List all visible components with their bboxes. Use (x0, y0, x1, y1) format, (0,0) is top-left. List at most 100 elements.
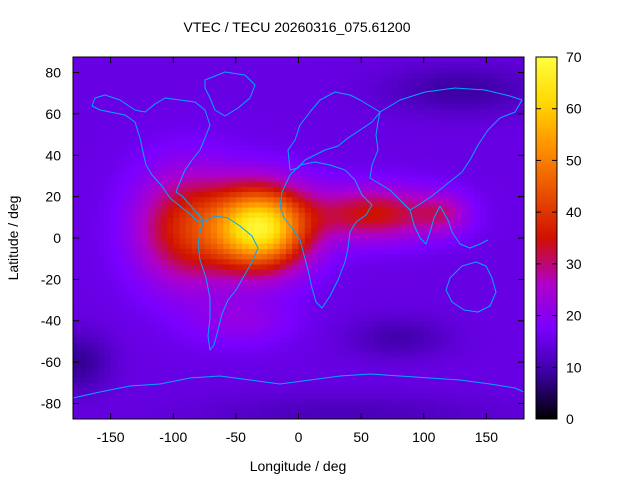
heatmap-cell (217, 336, 224, 343)
heatmap-cell (348, 269, 356, 275)
heatmap-cell (373, 108, 381, 115)
heatmap-cell (217, 181, 224, 187)
heatmap-cell (423, 191, 431, 198)
heatmap-cell (298, 310, 306, 317)
heatmap-cell (210, 170, 218, 177)
heatmap-cell (298, 258, 306, 265)
heatmap-cell (423, 217, 431, 224)
heatmap-cell (254, 175, 262, 182)
heatmap-cell (254, 67, 262, 74)
heatmap-cell (511, 165, 519, 172)
heatmap-cell (148, 336, 156, 343)
heatmap-cell (411, 403, 419, 410)
heatmap-cell (342, 181, 350, 187)
heatmap-cell (285, 124, 293, 130)
heatmap-cell (166, 72, 174, 79)
heatmap-cell (135, 212, 143, 218)
heatmap-cell (404, 170, 412, 177)
heatmap-cell (91, 124, 99, 130)
heatmap-cell (148, 387, 156, 394)
heatmap-cell (455, 377, 462, 384)
heatmap-cell (442, 274, 450, 280)
heatmap-cell (148, 144, 156, 151)
heatmap-cell (486, 408, 494, 415)
heatmap-cell (185, 217, 193, 224)
heatmap-cell (98, 403, 105, 410)
heatmap-cell (317, 222, 325, 229)
heatmap-cell (248, 124, 256, 130)
heatmap-cell (317, 134, 325, 141)
heatmap-cell (436, 170, 444, 177)
heatmap-cell (79, 67, 87, 74)
heatmap-cell (486, 367, 494, 374)
heatmap-cell (160, 305, 168, 311)
heatmap-cell (492, 98, 500, 105)
heatmap-cell (166, 377, 174, 384)
heatmap-cell (192, 57, 199, 63)
heatmap-cell (129, 139, 137, 146)
heatmap-cell (404, 269, 412, 275)
heatmap-cell (373, 398, 381, 405)
heatmap-cell (304, 284, 312, 291)
heatmap-cell (461, 222, 469, 229)
heatmap-cell (229, 124, 237, 130)
heatmap-cell (442, 263, 450, 270)
heatmap-cell (361, 325, 368, 332)
heatmap-cell (267, 382, 275, 389)
heatmap-cell (173, 206, 181, 213)
heatmap-cell (204, 196, 212, 203)
heatmap-cell (386, 232, 394, 239)
heatmap-cell (336, 98, 343, 105)
heatmap-cell (160, 269, 168, 275)
heatmap-cell (505, 227, 513, 234)
heatmap-cell (210, 57, 218, 63)
heatmap-cell (317, 191, 325, 198)
heatmap-cell (386, 206, 394, 213)
heatmap-cell (442, 196, 450, 203)
heatmap-cell (348, 165, 356, 172)
heatmap-cell (417, 243, 425, 249)
heatmap-cell (192, 238, 199, 244)
heatmap-cell (279, 144, 287, 151)
heatmap-cell (85, 269, 93, 275)
heatmap-cell (173, 284, 181, 291)
heatmap-cell (367, 57, 375, 63)
heatmap-cell (104, 356, 112, 363)
heatmap-cell (442, 356, 450, 363)
heatmap-cell (248, 274, 256, 280)
heatmap-cell (217, 294, 224, 301)
heatmap-cell (210, 139, 218, 146)
heatmap-cell (267, 77, 275, 84)
heatmap-cell (373, 263, 381, 270)
heatmap-cell (110, 403, 118, 410)
heatmap-cell (323, 134, 331, 141)
heatmap-cell (91, 150, 99, 156)
heatmap-cell (123, 93, 130, 99)
heatmap-cell (367, 403, 375, 410)
heatmap-cell (323, 186, 331, 193)
heatmap-cell (223, 160, 231, 167)
heatmap-cell (123, 144, 130, 151)
heatmap-cell (492, 82, 500, 89)
heatmap-cell (379, 181, 387, 187)
heatmap-cell (436, 129, 444, 136)
heatmap-cell (223, 175, 231, 182)
heatmap-cell (141, 124, 149, 130)
heatmap-cell (110, 346, 118, 353)
heatmap-cell (304, 129, 312, 136)
heatmap-cell (486, 325, 494, 332)
heatmap-cell (448, 310, 456, 317)
heatmap-cell (430, 227, 437, 234)
heatmap-cell (254, 289, 262, 296)
heatmap-cell (342, 119, 350, 125)
heatmap-cell (192, 325, 199, 332)
heatmap-cell (110, 212, 118, 218)
heatmap-cell (292, 403, 300, 410)
heatmap-cell (361, 403, 368, 410)
heatmap-cell (404, 201, 412, 208)
heatmap-cell (198, 175, 206, 182)
heatmap-cell (386, 310, 394, 317)
heatmap-cell (223, 320, 231, 327)
heatmap-cell (323, 341, 331, 348)
heatmap-cell (173, 372, 181, 379)
